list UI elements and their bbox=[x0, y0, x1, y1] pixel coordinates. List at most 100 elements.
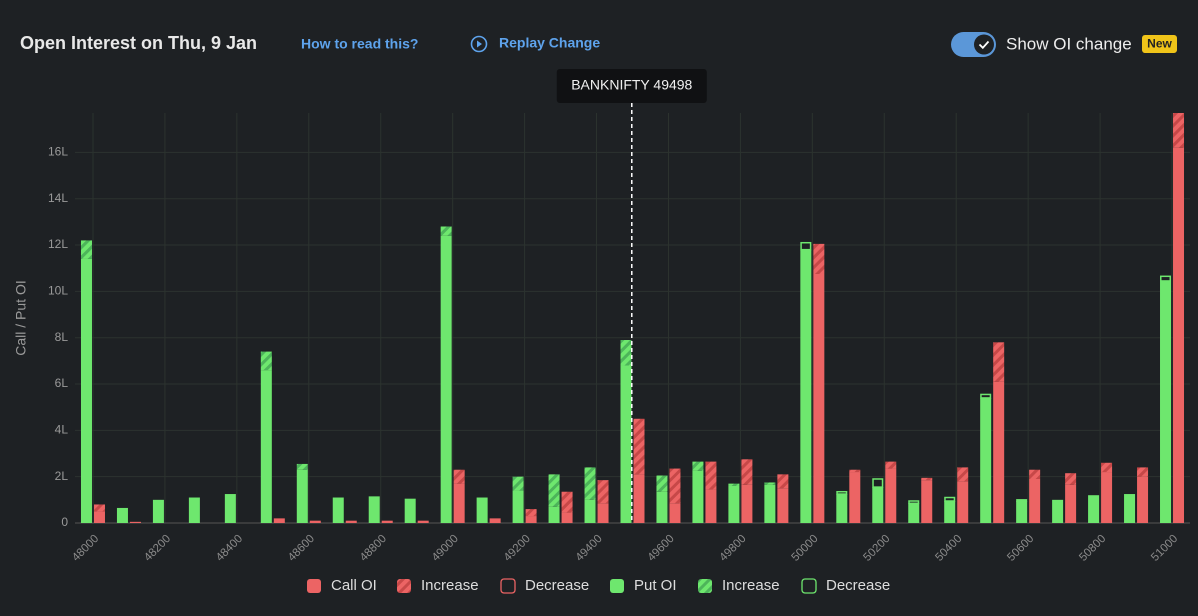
bar bbox=[440, 235, 452, 523]
bar-decrease bbox=[800, 241, 812, 251]
bar bbox=[525, 516, 537, 523]
bar-increase bbox=[764, 482, 776, 485]
bar-increase bbox=[440, 226, 452, 236]
replay-button[interactable]: Replay Change bbox=[470, 35, 601, 53]
legend-swatch bbox=[610, 579, 624, 593]
legend-label: Decrease bbox=[525, 577, 589, 594]
y-tick-label: 4L bbox=[55, 423, 69, 437]
bar bbox=[1065, 484, 1077, 523]
legend-item[interactable]: Decrease bbox=[500, 577, 589, 594]
bar-increase bbox=[656, 475, 668, 492]
replay-label[interactable]: Replay Change bbox=[499, 35, 600, 51]
y-tick-label: 14L bbox=[48, 191, 68, 205]
bar-increase bbox=[597, 480, 609, 504]
bar bbox=[381, 520, 393, 523]
legend-item[interactable]: Put OI bbox=[610, 577, 677, 594]
bar bbox=[705, 489, 717, 523]
bar bbox=[620, 365, 632, 523]
bar bbox=[224, 494, 236, 523]
legend-item[interactable]: Decrease bbox=[801, 577, 890, 594]
bar bbox=[332, 497, 344, 523]
bar bbox=[980, 397, 992, 523]
legend-label: Call OI bbox=[331, 577, 377, 594]
legend-label: Increase bbox=[421, 577, 479, 594]
bar bbox=[1088, 495, 1100, 523]
bar-increase bbox=[633, 418, 645, 475]
bar-increase bbox=[669, 468, 681, 504]
bar bbox=[453, 483, 465, 523]
bar-increase bbox=[453, 469, 465, 484]
legend-item[interactable]: Call OI bbox=[307, 577, 377, 594]
bar bbox=[908, 503, 920, 523]
bar-increase bbox=[93, 504, 105, 512]
bar bbox=[548, 506, 560, 523]
bar bbox=[584, 499, 596, 523]
new-badge bbox=[1142, 35, 1177, 53]
bar bbox=[476, 497, 488, 523]
bar-increase bbox=[705, 461, 717, 490]
bar bbox=[512, 490, 524, 523]
bar-decrease bbox=[872, 478, 884, 488]
bar-increase bbox=[584, 467, 596, 500]
bar bbox=[777, 488, 789, 523]
bar-increase bbox=[993, 342, 1005, 382]
bar bbox=[849, 472, 861, 523]
bar-increase bbox=[512, 476, 524, 491]
bar-increase bbox=[777, 474, 789, 489]
legend-item[interactable]: Increase bbox=[397, 577, 479, 594]
y-tick-label: 0 bbox=[61, 515, 68, 529]
bar bbox=[1016, 500, 1028, 523]
bar bbox=[116, 507, 128, 523]
spot-label-box bbox=[556, 69, 707, 103]
bar bbox=[1029, 478, 1041, 523]
legend-item[interactable]: Increase bbox=[698, 577, 780, 594]
bar-increase bbox=[728, 483, 740, 486]
bar bbox=[188, 497, 200, 523]
bar bbox=[417, 520, 429, 523]
bar bbox=[1124, 494, 1136, 523]
bar bbox=[993, 381, 1005, 523]
bar-increase bbox=[1137, 467, 1149, 477]
bar bbox=[728, 485, 740, 523]
bar bbox=[129, 521, 141, 523]
y-tick-label: 10L bbox=[48, 284, 68, 298]
bar-decrease bbox=[1016, 499, 1028, 502]
bar-increase bbox=[957, 467, 969, 482]
bar bbox=[597, 503, 609, 523]
legend-swatch bbox=[500, 578, 516, 594]
bar bbox=[1173, 147, 1185, 523]
bar-increase bbox=[561, 491, 573, 513]
bar bbox=[1160, 280, 1172, 523]
bar-increase bbox=[260, 351, 272, 371]
bar bbox=[309, 520, 321, 523]
bar bbox=[944, 500, 956, 523]
legend-label: Decrease bbox=[826, 577, 890, 594]
bar bbox=[921, 480, 933, 523]
spot-label: BANKNIFTY 49498 bbox=[571, 77, 692, 93]
toggle[interactable]: Show OI change bbox=[951, 32, 1132, 57]
legend-swatch bbox=[801, 578, 817, 594]
bar bbox=[152, 499, 164, 523]
bar bbox=[836, 494, 848, 523]
y-tick-label: 8L bbox=[55, 330, 69, 344]
y-tick-label: 12L bbox=[48, 237, 68, 251]
bar bbox=[368, 496, 380, 523]
bar bbox=[669, 503, 681, 523]
toggle-label: Show OI change bbox=[1006, 34, 1132, 53]
bar-decrease bbox=[1160, 275, 1172, 282]
bar bbox=[656, 491, 668, 523]
bar bbox=[93, 511, 105, 523]
bar bbox=[489, 518, 501, 523]
toggle-check bbox=[978, 40, 990, 50]
bar-increase bbox=[692, 461, 704, 471]
help-link[interactable]: How to read this? bbox=[301, 36, 418, 52]
bar bbox=[345, 520, 357, 523]
bar-increase bbox=[80, 240, 92, 259]
y-axis-label: Call / Put OI bbox=[13, 280, 29, 355]
bar bbox=[741, 484, 753, 523]
bar bbox=[296, 469, 308, 523]
bar bbox=[80, 258, 92, 523]
bar-increase bbox=[885, 461, 897, 469]
bar-decrease bbox=[836, 490, 848, 495]
bar bbox=[260, 370, 272, 523]
